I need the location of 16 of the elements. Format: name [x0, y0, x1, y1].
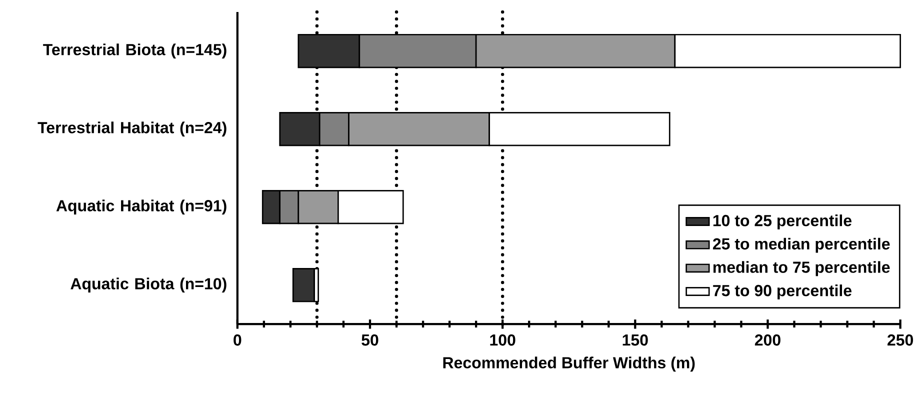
x-tick-label: 250	[888, 334, 913, 346]
x-axis-title: Recommended Buffer Widths (m)	[443, 356, 695, 372]
x-tick-label: 200	[754, 334, 780, 346]
bar	[292, 268, 315, 302]
y-tick-label: Aquatic Biota (n=10)	[70, 277, 226, 292]
x-tick-label: 150	[622, 334, 648, 346]
y-tick-label: Terrestrial Biota (n=145)	[43, 43, 226, 58]
legend-label: 10 to 25 percentile	[713, 214, 852, 230]
legend-label: 75 to 90 percentile	[713, 284, 852, 300]
x-tick-label: 50	[362, 334, 378, 346]
legend-label: 25 to median percentile	[712, 238, 890, 253]
y-tick-label: Aquatic Habitat (n=91)	[56, 199, 226, 214]
x-tick-label: 100	[490, 334, 516, 346]
x-tick-label: 0	[234, 334, 242, 346]
y-tick-label: Terrestrial Habitat (n=24)	[38, 121, 226, 136]
legend-label: median to 75 percentile	[713, 260, 890, 276]
